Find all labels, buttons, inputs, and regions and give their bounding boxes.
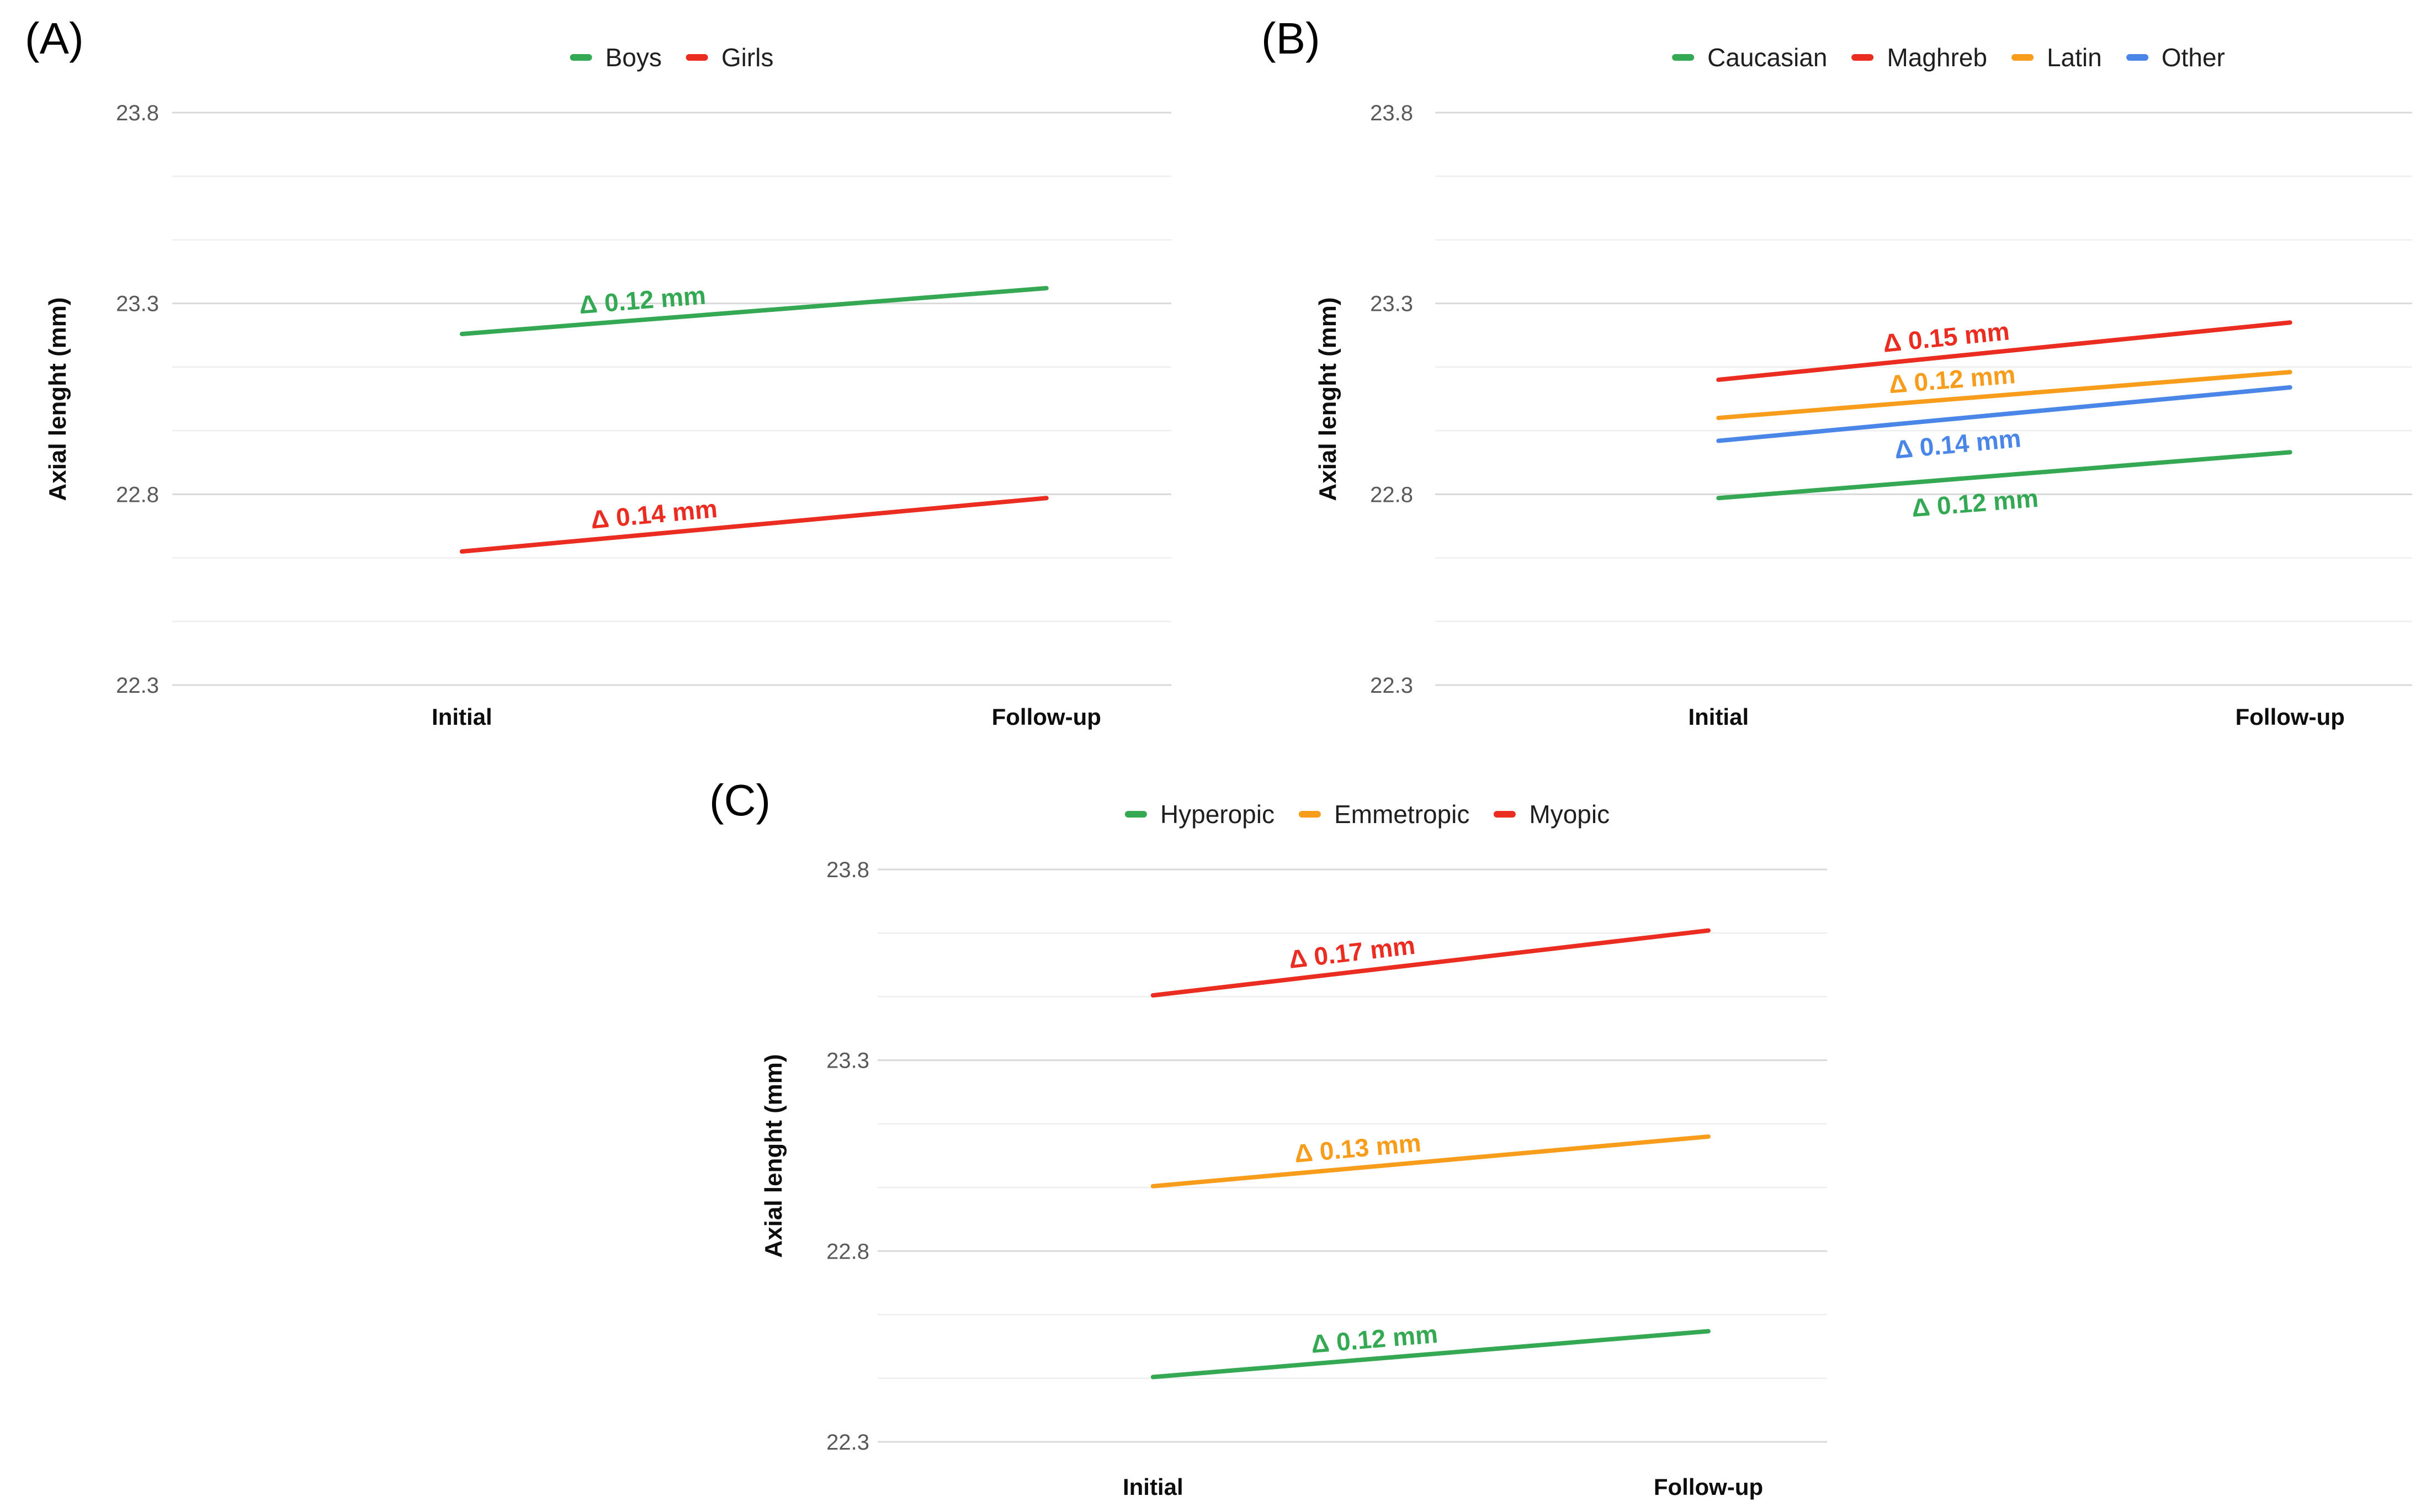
legend-label: Latin bbox=[2047, 43, 2102, 72]
legend-item-caucasian: Caucasian bbox=[1672, 43, 1828, 72]
legend-label: Emmetropic bbox=[1334, 800, 1470, 829]
legend-label: Other bbox=[2161, 43, 2225, 72]
legend-swatch-icon bbox=[1494, 811, 1516, 818]
panel-b-letter: (B) bbox=[1261, 14, 1320, 63]
series-line-caucasian bbox=[1716, 450, 2292, 501]
delta-annotation-boys: Δ 0.12 mm bbox=[578, 280, 707, 319]
panel-c: (C) Axial lenght (mm) Hyperopic Emmetropi… bbox=[690, 762, 1877, 1512]
y-tick-label: 22.8 bbox=[116, 482, 159, 507]
panel-b-legend: Caucasian Maghreb Latin Other bbox=[1672, 45, 2225, 70]
series-line-other bbox=[1716, 385, 2292, 443]
series-line-myopic bbox=[1150, 928, 1711, 998]
panel-a-legend: Boys Girls bbox=[570, 43, 774, 72]
delta-annotation-latin: Δ 0.12 mm bbox=[1888, 360, 2016, 399]
legend-swatch-icon bbox=[1124, 811, 1147, 818]
delta-annotation-caucasian: Δ 0.12 mm bbox=[1910, 484, 2039, 522]
x-category-label: Follow-up bbox=[1654, 1474, 1763, 1500]
legend-swatch-icon bbox=[2126, 54, 2148, 61]
legend-label: Girls bbox=[721, 43, 774, 72]
y-tick-label: 23.3 bbox=[826, 1049, 869, 1073]
legend-swatch-icon bbox=[570, 54, 592, 61]
y-tick-label: 22.3 bbox=[116, 673, 159, 698]
panel-c-legend: Hyperopic Emmetropic Myopic bbox=[1124, 800, 1610, 829]
legend-swatch-icon bbox=[686, 54, 708, 61]
legend-item-boys: Boys bbox=[570, 45, 662, 70]
delta-annotation-other: Δ 0.14 mm bbox=[1893, 423, 2022, 464]
panel-a-letter: (A) bbox=[25, 14, 84, 63]
legend-swatch-icon bbox=[1298, 811, 1321, 818]
x-category-label: Initial bbox=[1123, 1474, 1183, 1500]
series-line-emmetropic bbox=[1150, 1134, 1711, 1189]
y-tick-label: 23.3 bbox=[116, 292, 159, 316]
y-tick-label: 22.3 bbox=[826, 1430, 869, 1455]
y-tick-label: 22.3 bbox=[1370, 673, 1413, 698]
panel-a-plot: 22.3 22.8 23.3 23.8 Initial Follow-up Δ 0.12 m… bbox=[116, 101, 1171, 730]
legend-label: Maghreb bbox=[1887, 43, 1988, 72]
y-tick-label: 22.8 bbox=[826, 1239, 869, 1264]
x-category-label: Follow-up bbox=[992, 704, 1101, 730]
y-tick-label: 22.8 bbox=[1370, 482, 1413, 507]
delta-annotation-hyperopic: Δ 0.12 mm bbox=[1310, 1319, 1438, 1359]
y-tick-label: 23.8 bbox=[116, 101, 159, 125]
y-tick-label: 23.8 bbox=[826, 858, 869, 882]
series-line-latin bbox=[1716, 370, 2292, 421]
legend-label: Caucasian bbox=[1707, 43, 1828, 72]
x-category-label: Initial bbox=[432, 704, 492, 730]
panel-c-plot: 22.3 22.8 23.3 23.8 Initial Follow-up Δ 0.12 m… bbox=[826, 858, 1827, 1500]
x-category-label: Follow-up bbox=[2236, 704, 2345, 730]
legend-item-girls: Girls bbox=[686, 43, 774, 72]
panel-b: (B) Axial lenght (mm) Caucasian Maghreb La… bbox=[1242, 0, 2421, 762]
y-tick-label: 23.8 bbox=[1370, 101, 1413, 125]
legend-item-other: Other bbox=[2126, 45, 2225, 70]
series-line-hyperopic bbox=[1150, 1329, 1711, 1380]
legend-swatch-icon bbox=[1672, 54, 1695, 61]
legend-item-maghreb: Maghreb bbox=[1851, 43, 1988, 72]
legend-item-emmetropic: Emmetropic bbox=[1298, 800, 1470, 829]
series-line-maghreb bbox=[1716, 320, 2292, 382]
panel-c-letter: (C) bbox=[709, 776, 771, 825]
panel-b-plot: 22.3 22.8 23.3 23.8 Initial Follow-up Δ 0.12 m… bbox=[1370, 101, 2412, 730]
y-tick-label: 23.3 bbox=[1370, 292, 1413, 316]
panel-a: (A) Axial lenght (mm) Boys Girls 22.3 22.8… bbox=[0, 0, 1242, 762]
x-category-label: Initial bbox=[1688, 704, 1749, 730]
series-line-girls bbox=[459, 496, 1049, 554]
legend-label: Hyperopic bbox=[1160, 800, 1275, 829]
series-line-boys bbox=[459, 286, 1049, 336]
legend-item-hyperopic: Hyperopic bbox=[1124, 800, 1275, 829]
legend-item-latin: Latin bbox=[2011, 45, 2102, 70]
legend-label: Boys bbox=[605, 43, 662, 72]
legend-item-myopic: Myopic bbox=[1494, 802, 1610, 827]
legend-label: Myopic bbox=[1529, 800, 1610, 829]
legend-swatch-icon bbox=[2011, 54, 2034, 61]
legend-swatch-icon bbox=[1851, 54, 1874, 61]
